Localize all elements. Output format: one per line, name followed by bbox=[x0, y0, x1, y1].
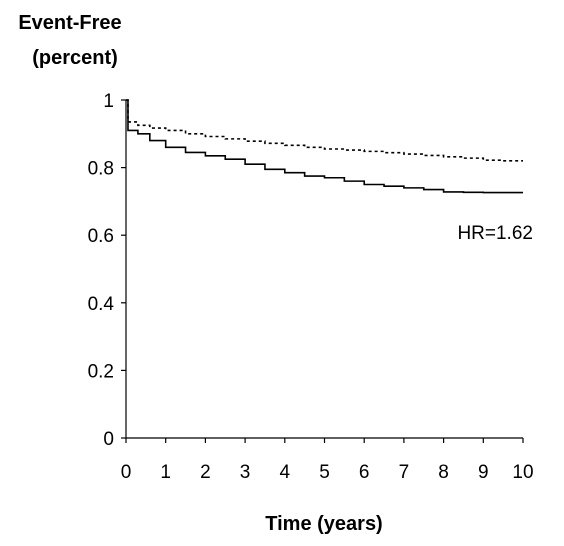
y-tick-label: 0.6 bbox=[88, 226, 114, 247]
y-tick-label: 1 bbox=[103, 91, 114, 112]
solid-survival-curve bbox=[126, 99, 523, 194]
x-tick-label: 5 bbox=[319, 462, 330, 483]
hazard-ratio-annotation: HR=1.62 bbox=[457, 223, 533, 244]
x-tick-label: 4 bbox=[280, 462, 291, 483]
x-tick-label: 1 bbox=[160, 462, 171, 483]
y-tick-label: 0 bbox=[103, 429, 114, 450]
x-tick-label: 9 bbox=[478, 462, 489, 483]
y-tick-label: 0.4 bbox=[88, 294, 115, 315]
x-tick-label: 0 bbox=[121, 462, 132, 483]
x-tick-label: 6 bbox=[359, 462, 370, 483]
dashed-survival-curve bbox=[126, 99, 523, 162]
x-tick-label: 2 bbox=[200, 462, 211, 483]
axes: 00.20.40.60.810 1 2 3 4 5 6 7 8 9 10 bbox=[88, 91, 534, 483]
y-axis-label-line-2: (percent) bbox=[32, 47, 118, 69]
y-tick-label: 0.8 bbox=[88, 159, 114, 180]
x-tick-label: 7 bbox=[399, 462, 410, 483]
y-tick-label: 0.2 bbox=[88, 361, 114, 382]
x-axis-label: Time (years) bbox=[265, 513, 382, 535]
x-tick-label: 3 bbox=[240, 462, 251, 483]
x-tick-label: 10 bbox=[512, 462, 533, 483]
x-tick-label: 8 bbox=[438, 462, 449, 483]
series-layer bbox=[126, 99, 523, 194]
y-axis-label-line-1: Event-Free bbox=[18, 12, 121, 34]
